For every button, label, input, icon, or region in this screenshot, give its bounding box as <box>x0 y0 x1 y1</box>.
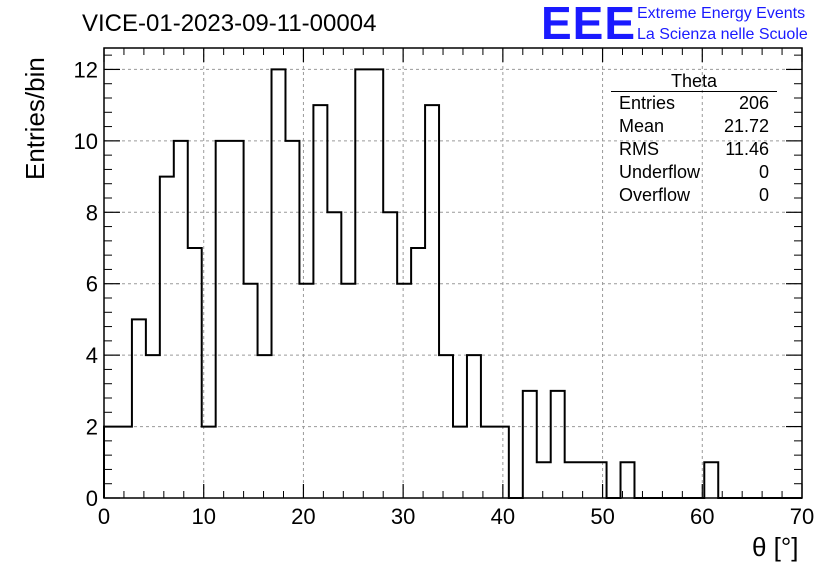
stats-title: Theta <box>611 71 777 92</box>
stats-label: Underflow <box>619 162 701 182</box>
stats-value: 21.72 <box>723 116 769 136</box>
stats-row-rms: RMS 11.46 <box>611 138 777 161</box>
stats-label: RMS <box>619 139 659 159</box>
x-tick-label: 60 <box>690 504 714 529</box>
x-tick-label: 0 <box>98 504 110 529</box>
logo-line-2: La Scienza nelle Scuole <box>637 26 808 43</box>
x-tick-label: 40 <box>491 504 515 529</box>
y-axis-label: Entries/bin <box>20 57 50 180</box>
x-tick-label: 20 <box>291 504 315 529</box>
logo-line-1: Extreme Energy Events <box>637 5 806 22</box>
y-tick-label: 2 <box>86 415 98 440</box>
logo-caption: Extreme Energy Events La Scienza nelle S… <box>637 3 808 45</box>
y-tick-label: 8 <box>86 200 98 225</box>
x-tick-label: 10 <box>191 504 215 529</box>
chart-title: VICE-01-2023-09-11-00004 <box>82 10 377 37</box>
y-tick-label: 10 <box>74 129 98 154</box>
y-tick-label: 4 <box>86 343 98 368</box>
x-tick-label: 70 <box>790 504 814 529</box>
stats-row-overflow: Overflow 0 <box>611 184 777 207</box>
stats-row-underflow: Underflow 0 <box>611 161 777 184</box>
stats-label: Entries <box>619 93 676 113</box>
x-tick-label: 30 <box>391 504 415 529</box>
plot-frame <box>103 47 803 499</box>
histogram-line <box>103 68 802 499</box>
x-tick-label: 50 <box>590 504 614 529</box>
stats-value: 0 <box>758 185 769 205</box>
tick-labels: 0 10 20 30 40 50 60 70 0 2 4 6 8 10 12 <box>74 57 815 529</box>
stats-box: Theta Entries 206 Mean 21.72 RMS 11.46 U… <box>611 71 777 207</box>
x-axis-label: θ [°] <box>752 532 799 562</box>
eee-logo: EEE <box>541 0 637 49</box>
stats-row-entries: Entries 206 <box>611 92 777 115</box>
stats-value: 206 <box>738 93 769 113</box>
stats-value: 0 <box>758 162 769 182</box>
stats-label: Overflow <box>619 185 691 205</box>
y-tick-label: 12 <box>74 57 98 82</box>
stats-value: 11.46 <box>725 139 769 159</box>
stats-row-mean: Mean 21.72 <box>611 115 777 138</box>
stats-label: Mean <box>619 116 665 136</box>
y-tick-label: 0 <box>86 486 98 511</box>
y-tick-label: 6 <box>86 272 98 297</box>
